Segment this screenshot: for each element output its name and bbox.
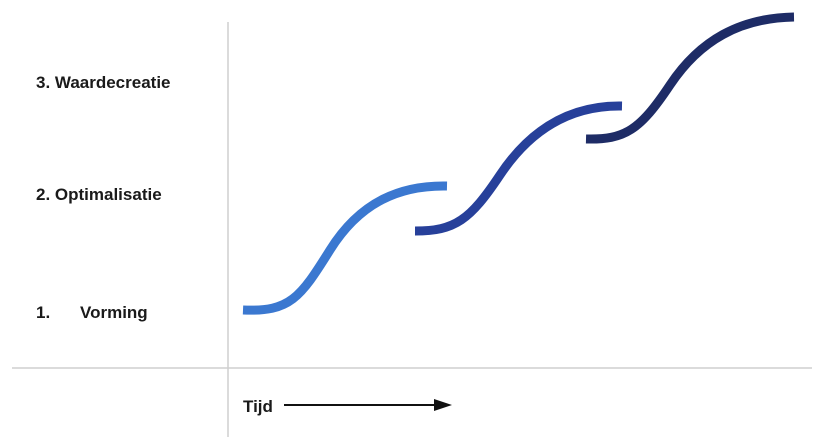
stage-label-optimalisatie: 2. Optimalisatie	[36, 185, 162, 204]
curve-stage-3	[585, 12, 795, 144]
curve-stage-2	[414, 101, 623, 236]
stage-number-vorming: 1.	[36, 303, 50, 322]
stage-label-vorming: Vorming	[80, 303, 148, 322]
time-arrow-head	[434, 399, 452, 411]
stage-label-waardecreatie: 3. Waardecreatie	[36, 73, 171, 92]
time-axis-label: Tijd	[243, 397, 273, 416]
curve-stage-1	[242, 181, 448, 315]
